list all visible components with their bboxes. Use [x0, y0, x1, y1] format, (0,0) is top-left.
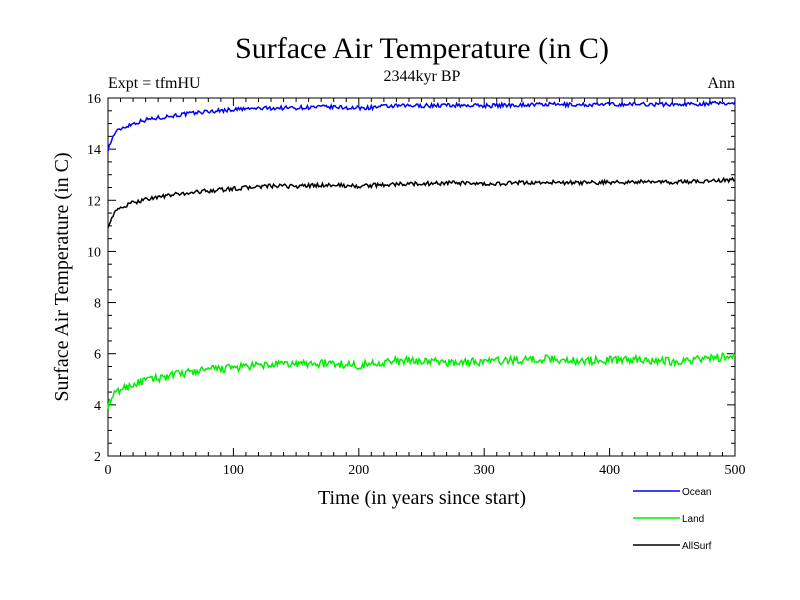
season-label: Ann — [707, 75, 735, 92]
chart-title: Surface Air Temperature (in C) — [235, 32, 609, 65]
x-axis: 0 100 200 300 400 500 — [105, 98, 746, 478]
x-axis-label: Time (in years since start) — [318, 487, 526, 509]
y-tick-label: 2 — [94, 450, 101, 465]
x-tick-label: 500 — [725, 463, 746, 478]
legend: Ocean Land AllSurf — [633, 487, 712, 552]
y-tick-label: 14 — [87, 143, 101, 158]
series-lines — [107, 99, 736, 409]
legend-label-ocean: Ocean — [682, 487, 711, 498]
x-tick-label: 100 — [223, 463, 244, 478]
legend-label-allsurf: AllSurf — [682, 541, 712, 552]
y-tick-label: 4 — [94, 399, 101, 414]
y-tick-label: 6 — [94, 348, 101, 363]
y-axis: 2 4 6 8 10 12 14 16 — [87, 92, 735, 465]
series-line-allsurf — [107, 176, 736, 229]
x-tick-label: 300 — [474, 463, 495, 478]
x-tick-label: 400 — [599, 463, 620, 478]
epoch-label: 2344kyr BP — [384, 68, 461, 85]
y-tick-label: 8 — [94, 297, 101, 312]
expt-label: Expt = tfmHU — [108, 75, 201, 92]
legend-label-land: Land — [682, 514, 704, 525]
series-line-land — [107, 351, 736, 409]
x-tick-label: 0 — [105, 463, 112, 478]
y-tick-label: 12 — [87, 194, 101, 209]
plot-frame — [107, 97, 736, 457]
series-line-ocean — [107, 99, 736, 152]
y-tick-label: 16 — [87, 92, 101, 107]
y-tick-label: 10 — [87, 245, 101, 260]
y-axis-label: Surface Air Temperature (in C) — [51, 152, 73, 401]
x-tick-label: 200 — [348, 463, 369, 478]
